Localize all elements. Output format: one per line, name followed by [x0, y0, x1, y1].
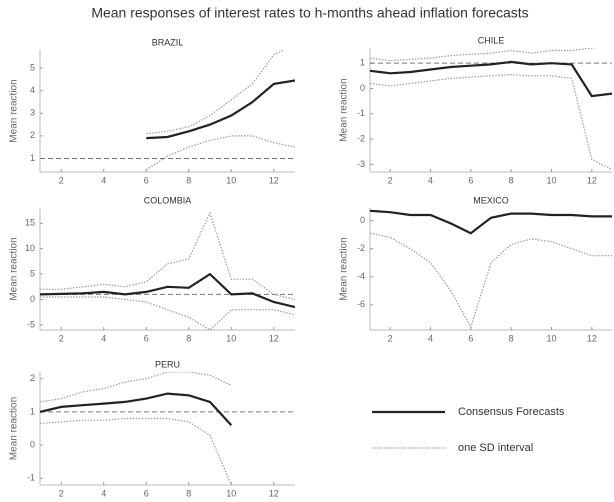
x-tick-label: 4: [428, 175, 433, 185]
panel-title: BRAZIL: [152, 37, 184, 47]
consensus-line: [370, 60, 612, 98]
x-tick-label: 12: [587, 175, 597, 185]
y-tick-label: -4: [357, 271, 365, 281]
plot-area: [40, 50, 295, 171]
y-axis-label: Mean reaction: [9, 79, 20, 142]
x-tick-label: 4: [101, 488, 106, 498]
y-tick-label: 10: [25, 243, 35, 253]
x-tick-label: 12: [269, 488, 279, 498]
y-axis-label: Mean reaction: [9, 237, 20, 300]
x-tick-label: 8: [509, 175, 514, 185]
y-tick-label: 1: [30, 153, 35, 163]
sd-line: [40, 417, 232, 485]
consensus-line: [40, 392, 233, 426]
y-tick-label: 5: [30, 62, 35, 72]
y-tick-label: 5: [30, 268, 35, 278]
y-tick-label: 4: [30, 85, 35, 95]
x-tick-label: 6: [144, 175, 149, 185]
plot-area: [370, 209, 612, 329]
consensus-line: [146, 79, 295, 140]
x-tick-label: 12: [587, 333, 597, 343]
y-tick-label: 1: [360, 58, 365, 68]
y-tick-label: 0: [30, 294, 35, 304]
y-tick-label: 0: [30, 439, 35, 449]
consensus-line: [40, 272, 295, 309]
y-tick-label: -1: [357, 108, 365, 118]
panel-title: PERU: [155, 359, 180, 369]
sd-line: [146, 50, 286, 135]
panel-title: CHILE: [478, 35, 505, 45]
x-tick-label: 10: [226, 333, 236, 343]
x-tick-label: 8: [186, 488, 191, 498]
x-tick-label: 2: [388, 333, 393, 343]
sd-line: [40, 211, 295, 301]
y-tick-label: 0: [360, 83, 365, 93]
x-tick-label: 6: [144, 333, 149, 343]
plot-area: [370, 48, 612, 171]
x-tick-label: 12: [269, 333, 279, 343]
x-tick-label: 2: [388, 175, 393, 185]
x-tick-label: 12: [269, 175, 279, 185]
y-tick-label: -2: [357, 243, 365, 253]
y-axis-label: Mean reaction: [9, 397, 20, 460]
y-tick-label: 1: [30, 406, 35, 416]
y-axis-label: Mean reaction: [339, 237, 350, 300]
consensus-line: [370, 209, 612, 235]
panel-title: MEXICO: [473, 195, 509, 205]
y-tick-label: 2: [30, 373, 35, 383]
legend-label: Consensus Forecasts: [458, 406, 565, 418]
plot-area: [40, 372, 295, 485]
x-tick-label: 10: [546, 333, 556, 343]
plot-area: [40, 211, 295, 330]
y-tick-label: -2: [357, 133, 365, 143]
x-tick-label: 2: [59, 488, 64, 498]
y-tick-label: 15: [25, 218, 35, 228]
sd-line: [370, 232, 612, 329]
sd-line: [145, 135, 295, 171]
x-tick-label: 4: [101, 333, 106, 343]
x-tick-label: 10: [226, 488, 236, 498]
y-tick-label: -6: [357, 299, 365, 309]
sd-line: [40, 372, 232, 403]
x-tick-label: 4: [101, 175, 106, 185]
y-tick-label: -1: [27, 473, 35, 483]
x-tick-label: 2: [59, 333, 64, 343]
x-tick-label: 10: [226, 175, 236, 185]
y-tick-label: 2: [30, 130, 35, 140]
x-tick-label: 6: [144, 488, 149, 498]
x-tick-label: 8: [186, 175, 191, 185]
x-tick-label: 4: [428, 333, 433, 343]
x-tick-label: 10: [546, 175, 556, 185]
x-tick-label: 8: [509, 333, 514, 343]
y-tick-label: -3: [357, 159, 365, 169]
x-tick-label: 8: [186, 333, 191, 343]
y-tick-label: 0: [360, 215, 365, 225]
x-tick-label: 6: [468, 333, 473, 343]
y-tick-label: -5: [27, 319, 35, 329]
y-axis-label: Mean reaction: [339, 78, 350, 141]
x-tick-label: 6: [468, 175, 473, 185]
figure-title: Mean responses of interest rates to h-mo…: [91, 5, 528, 21]
y-tick-label: 3: [30, 108, 35, 118]
x-tick-label: 2: [59, 175, 64, 185]
legend-label: one SD interval: [458, 442, 533, 454]
panel-title: COLOMBIA: [144, 195, 192, 205]
sd-line: [40, 296, 295, 330]
sd-line: [370, 73, 612, 171]
sd-line: [370, 48, 597, 62]
